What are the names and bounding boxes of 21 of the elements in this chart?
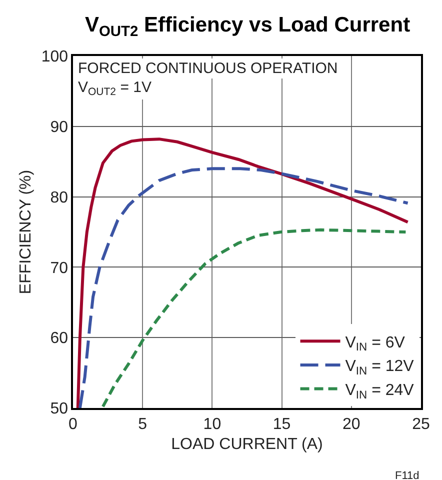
- y-tick-label: 70: [50, 260, 68, 277]
- legend-label: V$_{IN}$ = 24V: [345, 382, 414, 402]
- x-tick-label: 0: [68, 416, 78, 433]
- y-tick-label: 80: [50, 189, 68, 206]
- x-tick-label: 5: [138, 416, 148, 433]
- x-tick-label: 25: [412, 416, 430, 433]
- annotation: V$_{OUT2}$ = 1V: [78, 79, 152, 98]
- legend-label: V$_{IN}$ = 12V: [345, 358, 414, 378]
- y-axis-title: EFFICIENCY (%): [18, 170, 35, 294]
- y-tick-label: 60: [50, 330, 68, 348]
- x-tick-label: 10: [203, 416, 222, 433]
- x-axis-title: LOAD CURRENT (A): [171, 436, 323, 454]
- annotation: FORCED CONTINUOUS OPERATION: [78, 60, 338, 77]
- text: F11d: [395, 470, 420, 480]
- x-tick-label: 20: [342, 416, 360, 433]
- y-tick-label: 90: [50, 119, 68, 136]
- y-tick-label: 100: [41, 48, 68, 66]
- chart-title: V$_{OUT2}$ Efficiency vs Load Current: [84, 14, 410, 40]
- x-tick-label: 15: [272, 416, 291, 433]
- legend-label: V$_{IN}$ = 6V: [345, 334, 406, 354]
- y-tick-label: 50: [50, 400, 68, 418]
